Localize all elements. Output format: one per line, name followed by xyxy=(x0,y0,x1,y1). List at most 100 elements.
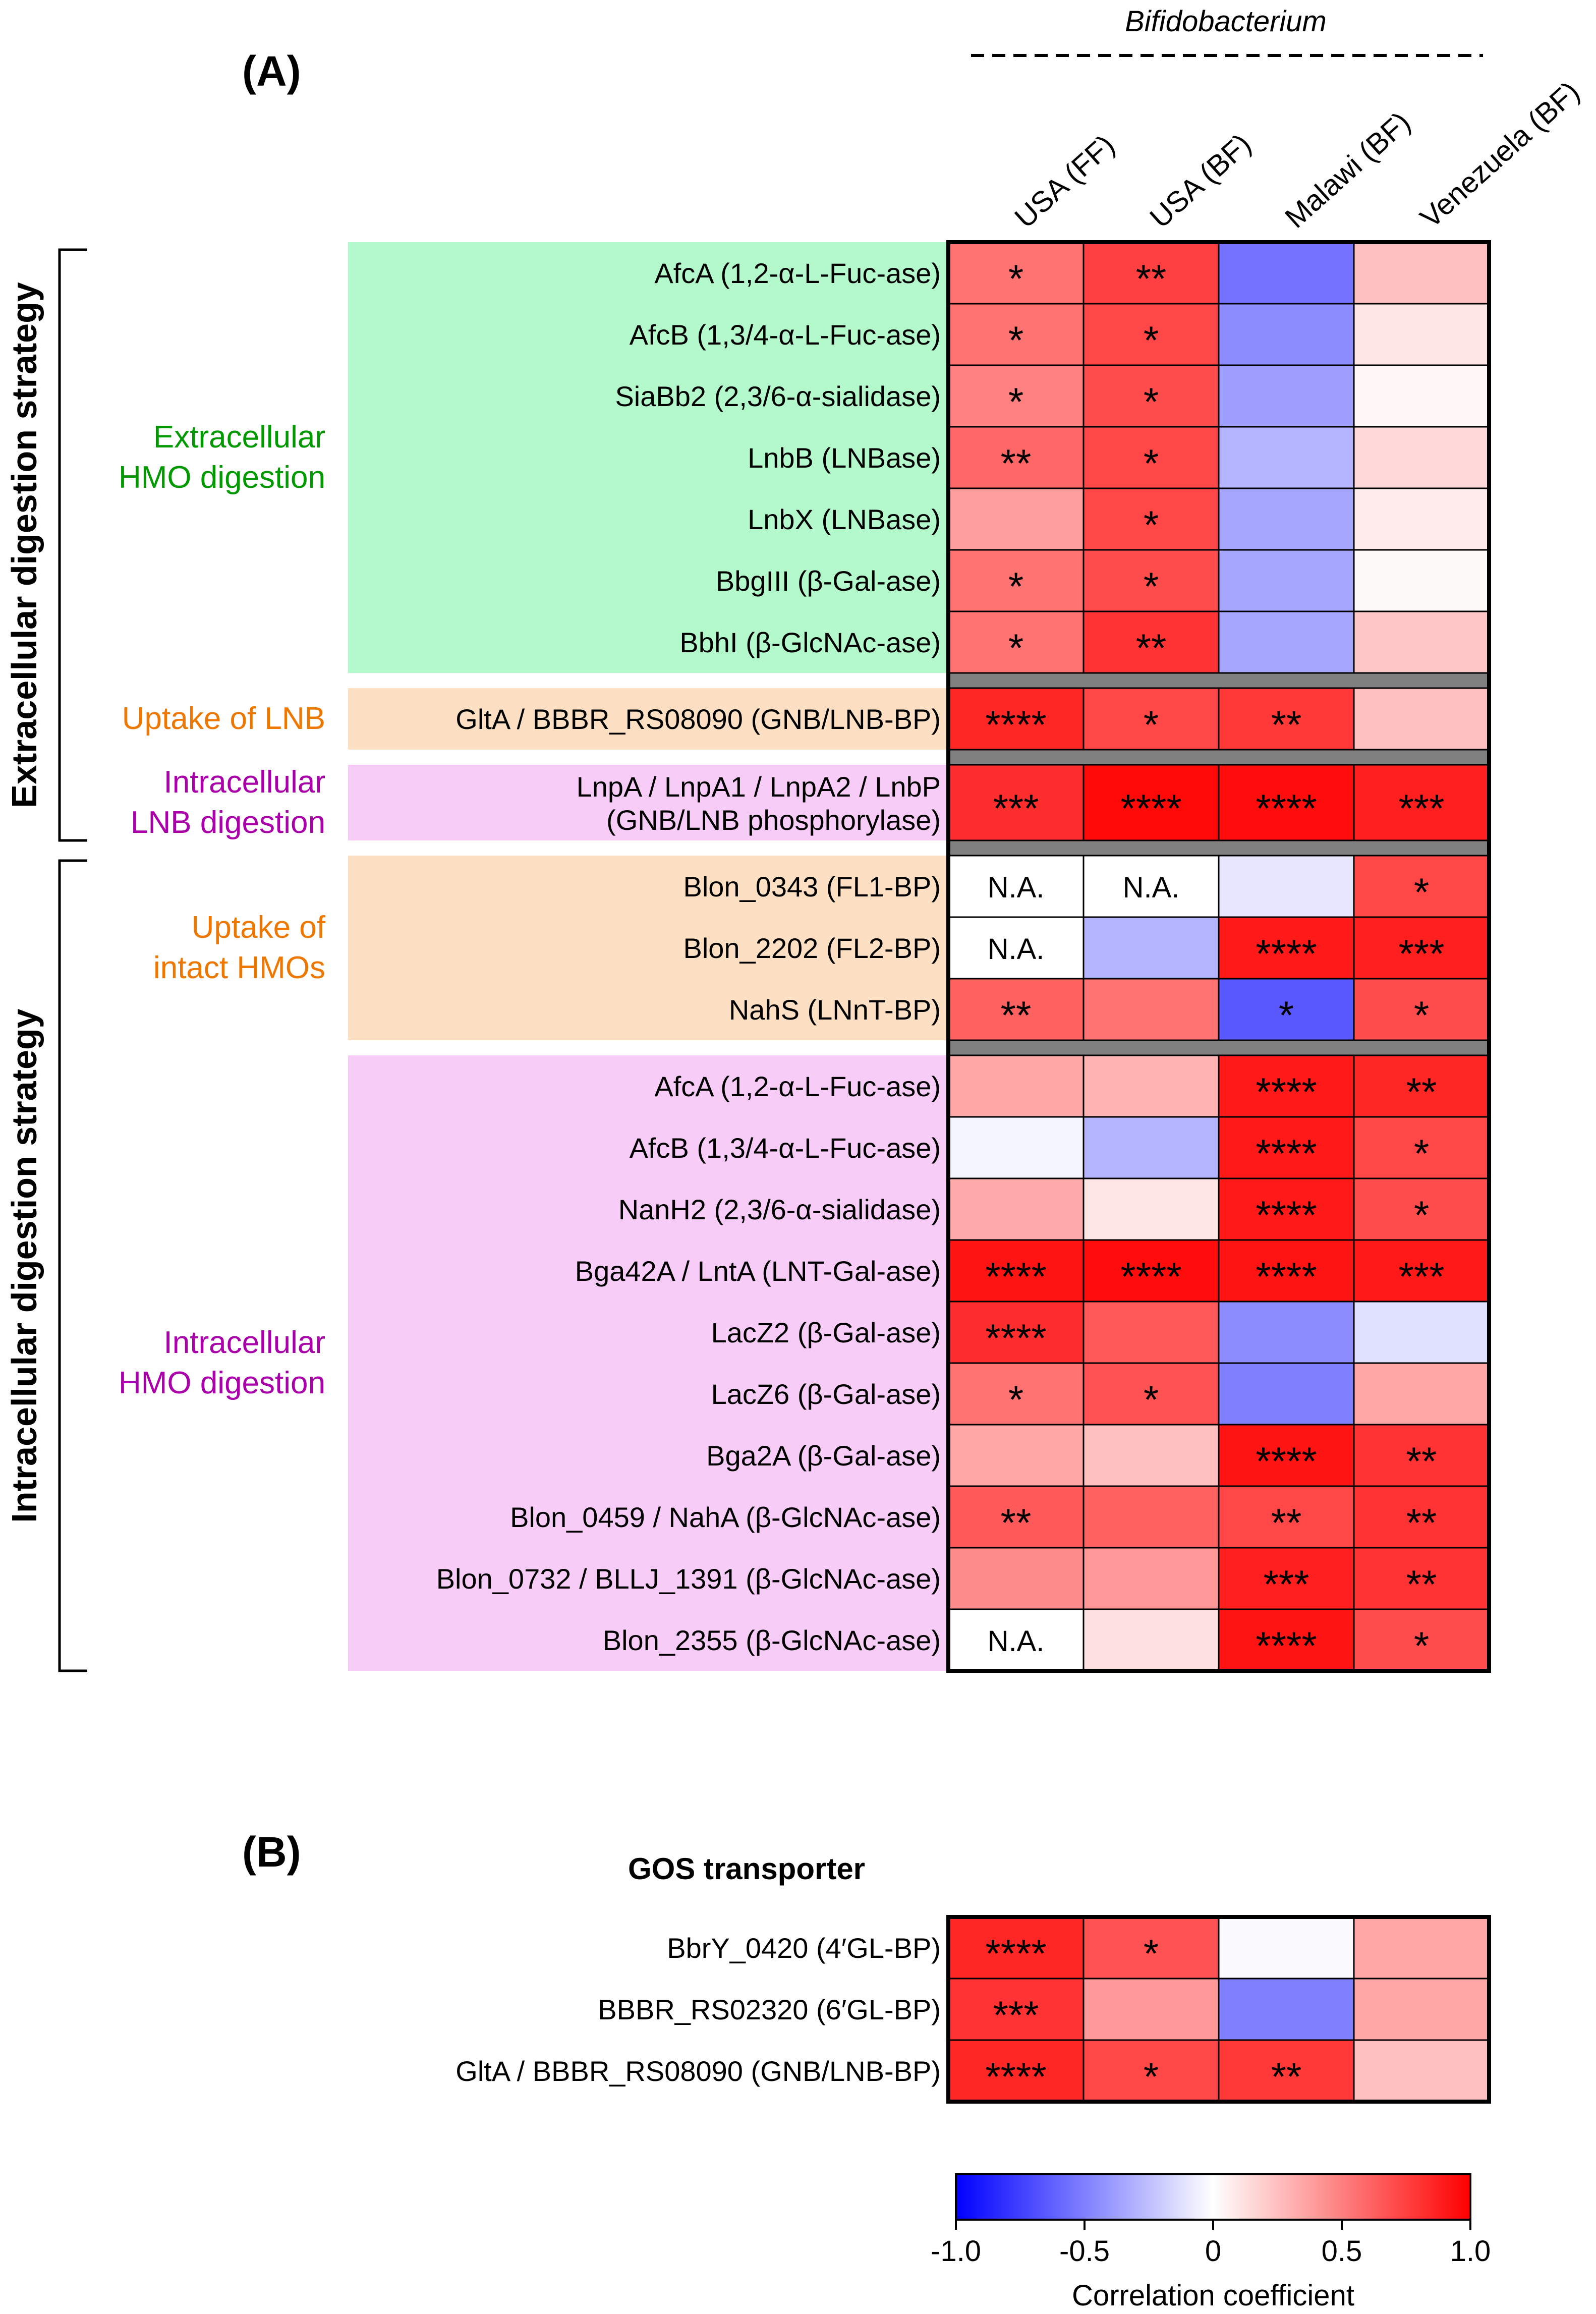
cell-a-r20-c2 xyxy=(1218,1547,1355,1610)
colorbar-gradient xyxy=(955,2173,1471,2221)
strategy-label-0: Extracellular digestion strategy xyxy=(5,282,44,808)
group-labels: Extracellular HMO digestion Uptake of LNB I… xyxy=(119,420,326,1400)
cell-a-r17-c1 xyxy=(1082,1362,1220,1426)
cell-a-r13-c1 xyxy=(1082,1116,1220,1179)
cell-mark-a-r17-c0: * xyxy=(1008,1377,1023,1422)
cell-mark-a-r9-c3: * xyxy=(1414,870,1429,914)
cell-b-r0-c2 xyxy=(1218,1916,1355,1980)
cell-mark-a-r10-c2: **** xyxy=(1256,931,1317,976)
cell-a-r7-c1 xyxy=(1082,687,1220,751)
row-label-a-19: Blon_0459 / NahA (β-GlcNAc-ase) xyxy=(510,1501,941,1533)
cell-mark-b-r0-c0: **** xyxy=(985,1931,1046,1976)
cell-b-r2-c1 xyxy=(1082,2039,1220,2103)
column-header-usa-bf: USA (BF) xyxy=(1144,127,1258,234)
cell-mark-a-r13-c2: **** xyxy=(1256,1131,1317,1175)
cell-mark-b-r1-c0: *** xyxy=(993,1993,1039,2037)
cell-a-r18-c0 xyxy=(947,1424,1085,1487)
cell-a-r19-c1 xyxy=(1082,1485,1220,1549)
cell-mark-a-r11-c0: ** xyxy=(1001,993,1032,1037)
group-label-4-line-1: HMO digestion xyxy=(119,1366,325,1400)
cell-a-r8-c0 xyxy=(947,764,1085,841)
cell-mark-a-r12-c3: ** xyxy=(1406,1069,1437,1114)
group-bg-0 xyxy=(348,242,948,673)
cell-mark-b-r2-c2: ** xyxy=(1271,2054,1302,2099)
cell-a-r16-c1 xyxy=(1082,1301,1220,1364)
cell-mark-b-r0-c1: * xyxy=(1144,1931,1159,1976)
cell-a-r13-c0 xyxy=(947,1116,1085,1179)
cell-b-r1-c2 xyxy=(1218,1978,1355,2041)
heatmap-panel-b: **** ******** * ** xyxy=(946,1915,1491,2104)
row-label-a-2: SiaBb2 (2,3/6-α-sialidase) xyxy=(615,380,941,412)
cell-b-r2-c3 xyxy=(1353,2039,1490,2103)
genus-label: Bifidobacterium xyxy=(1125,5,1327,38)
group-separator-2 xyxy=(948,840,1489,856)
colorbar-tick-label-2: 0 xyxy=(1205,2235,1221,2268)
cell-a-r10-c1 xyxy=(1082,916,1220,980)
cell-mark-a-r21-c3: * xyxy=(1414,1623,1429,1668)
cell-a-r16-c2 xyxy=(1218,1301,1355,1364)
row-label-a-6: BbhI (β-GlcNAc-ase) xyxy=(679,627,941,658)
cell-a-r3-c2 xyxy=(1218,426,1355,489)
cell-a-r10-c2 xyxy=(1218,916,1355,980)
cell-mark-a-r18-c3: ** xyxy=(1406,1439,1437,1483)
cell-mark-a-r3-c0: ** xyxy=(1001,441,1032,485)
cell-mark-a-r7-c0: **** xyxy=(985,702,1046,747)
cell-a-r17-c0 xyxy=(947,1362,1085,1426)
row-label-a-8-line-1: (GNB/LNB phosphorylase) xyxy=(606,804,941,836)
cell-a-r11-c3 xyxy=(1353,978,1490,1041)
cell-a-r6-c3 xyxy=(1353,610,1490,674)
cell-mark-a-r14-c3: * xyxy=(1414,1193,1429,1237)
heatmap-a-border xyxy=(946,240,1491,1673)
cell-a-r4-c2 xyxy=(1218,487,1355,551)
cell-a-r5-c2 xyxy=(1218,549,1355,612)
strategy-label-1: Intracellular digestion strategy xyxy=(5,1008,44,1522)
panel-b-label: (B) xyxy=(242,1828,301,1876)
row-label-a-10: Blon_2202 (FL2-BP) xyxy=(683,932,941,964)
cell-mark-a-r18-c2: **** xyxy=(1256,1439,1317,1483)
cell-b-r0-c0 xyxy=(947,1916,1085,1980)
cell-a-r9-c2 xyxy=(1218,855,1355,918)
colorbar-tick-label-3: 0.5 xyxy=(1322,2235,1362,2268)
cell-mark-a-r15-c1: **** xyxy=(1120,1254,1181,1299)
heatmap-b-border xyxy=(946,1915,1491,2104)
cell-mark-a-r13-c3: * xyxy=(1414,1131,1429,1175)
cell-a-r15-c2 xyxy=(1218,1239,1355,1303)
cell-a-r9-c0 xyxy=(947,855,1085,918)
cell-mark-a-r8-c2: **** xyxy=(1256,786,1317,830)
row-label-a-4: LnbX (LNBase) xyxy=(748,503,941,535)
cell-a-r2-c0 xyxy=(947,364,1085,428)
cell-mark-a-r17-c1: * xyxy=(1144,1377,1159,1422)
cell-a-r4-c3 xyxy=(1353,487,1490,551)
cell-a-r18-c3 xyxy=(1353,1424,1490,1487)
panel-a-label: (A) xyxy=(242,47,301,95)
row-label-b-1: BBBR_RS02320 (6′GL-BP) xyxy=(598,1994,941,2025)
cell-mark-a-r14-c2: **** xyxy=(1256,1193,1317,1237)
group-label-2-line-1: LNB digestion xyxy=(131,805,325,840)
cell-a-r10-c0 xyxy=(947,916,1085,980)
cell-a-r3-c3 xyxy=(1353,426,1490,489)
cell-a-r15-c1 xyxy=(1082,1239,1220,1303)
colorbar-tick-label-0: -1.0 xyxy=(931,2235,981,2268)
cell-mark-a-r19-c2: ** xyxy=(1271,1500,1302,1545)
cell-mark-a-r4-c1: * xyxy=(1144,502,1159,547)
cell-a-r5-c3 xyxy=(1353,549,1490,612)
cell-mark-a-r2-c0: * xyxy=(1008,379,1023,424)
row-label-a-20: Blon_0732 / BLLJ_1391 (β-GlcNAc-ase) xyxy=(436,1563,941,1595)
cell-mark-a-r21-c2: **** xyxy=(1256,1623,1317,1668)
column-header-venezuela-bf: Venezuela (BF) xyxy=(1414,75,1586,235)
cell-a-r0-c3 xyxy=(1353,241,1490,305)
cell-b-r0-c1 xyxy=(1082,1916,1220,1980)
colorbar-label: Correlation coefficient xyxy=(1072,2279,1354,2312)
row-label-a-16: LacZ2 (β-Gal-ase) xyxy=(711,1317,941,1348)
group-label-1-line-0: Uptake of LNB xyxy=(122,701,325,736)
cell-mark-a-r6-c1: ** xyxy=(1136,626,1167,670)
cell-mark-a-r20-c3: ** xyxy=(1406,1562,1437,1606)
cell-a-r18-c2 xyxy=(1218,1424,1355,1487)
cell-mark-a-r12-c2: **** xyxy=(1256,1069,1317,1114)
cell-a-r11-c0 xyxy=(947,978,1085,1041)
cell-a-r1-c3 xyxy=(1353,303,1490,366)
cell-a-r16-c0 xyxy=(947,1301,1085,1364)
row-label-b-2: GltA / BBBR_RS08090 (GNB/LNB-BP) xyxy=(455,2055,941,2087)
cell-a-r1-c0 xyxy=(947,303,1085,366)
cell-a-r4-c0 xyxy=(947,487,1085,551)
